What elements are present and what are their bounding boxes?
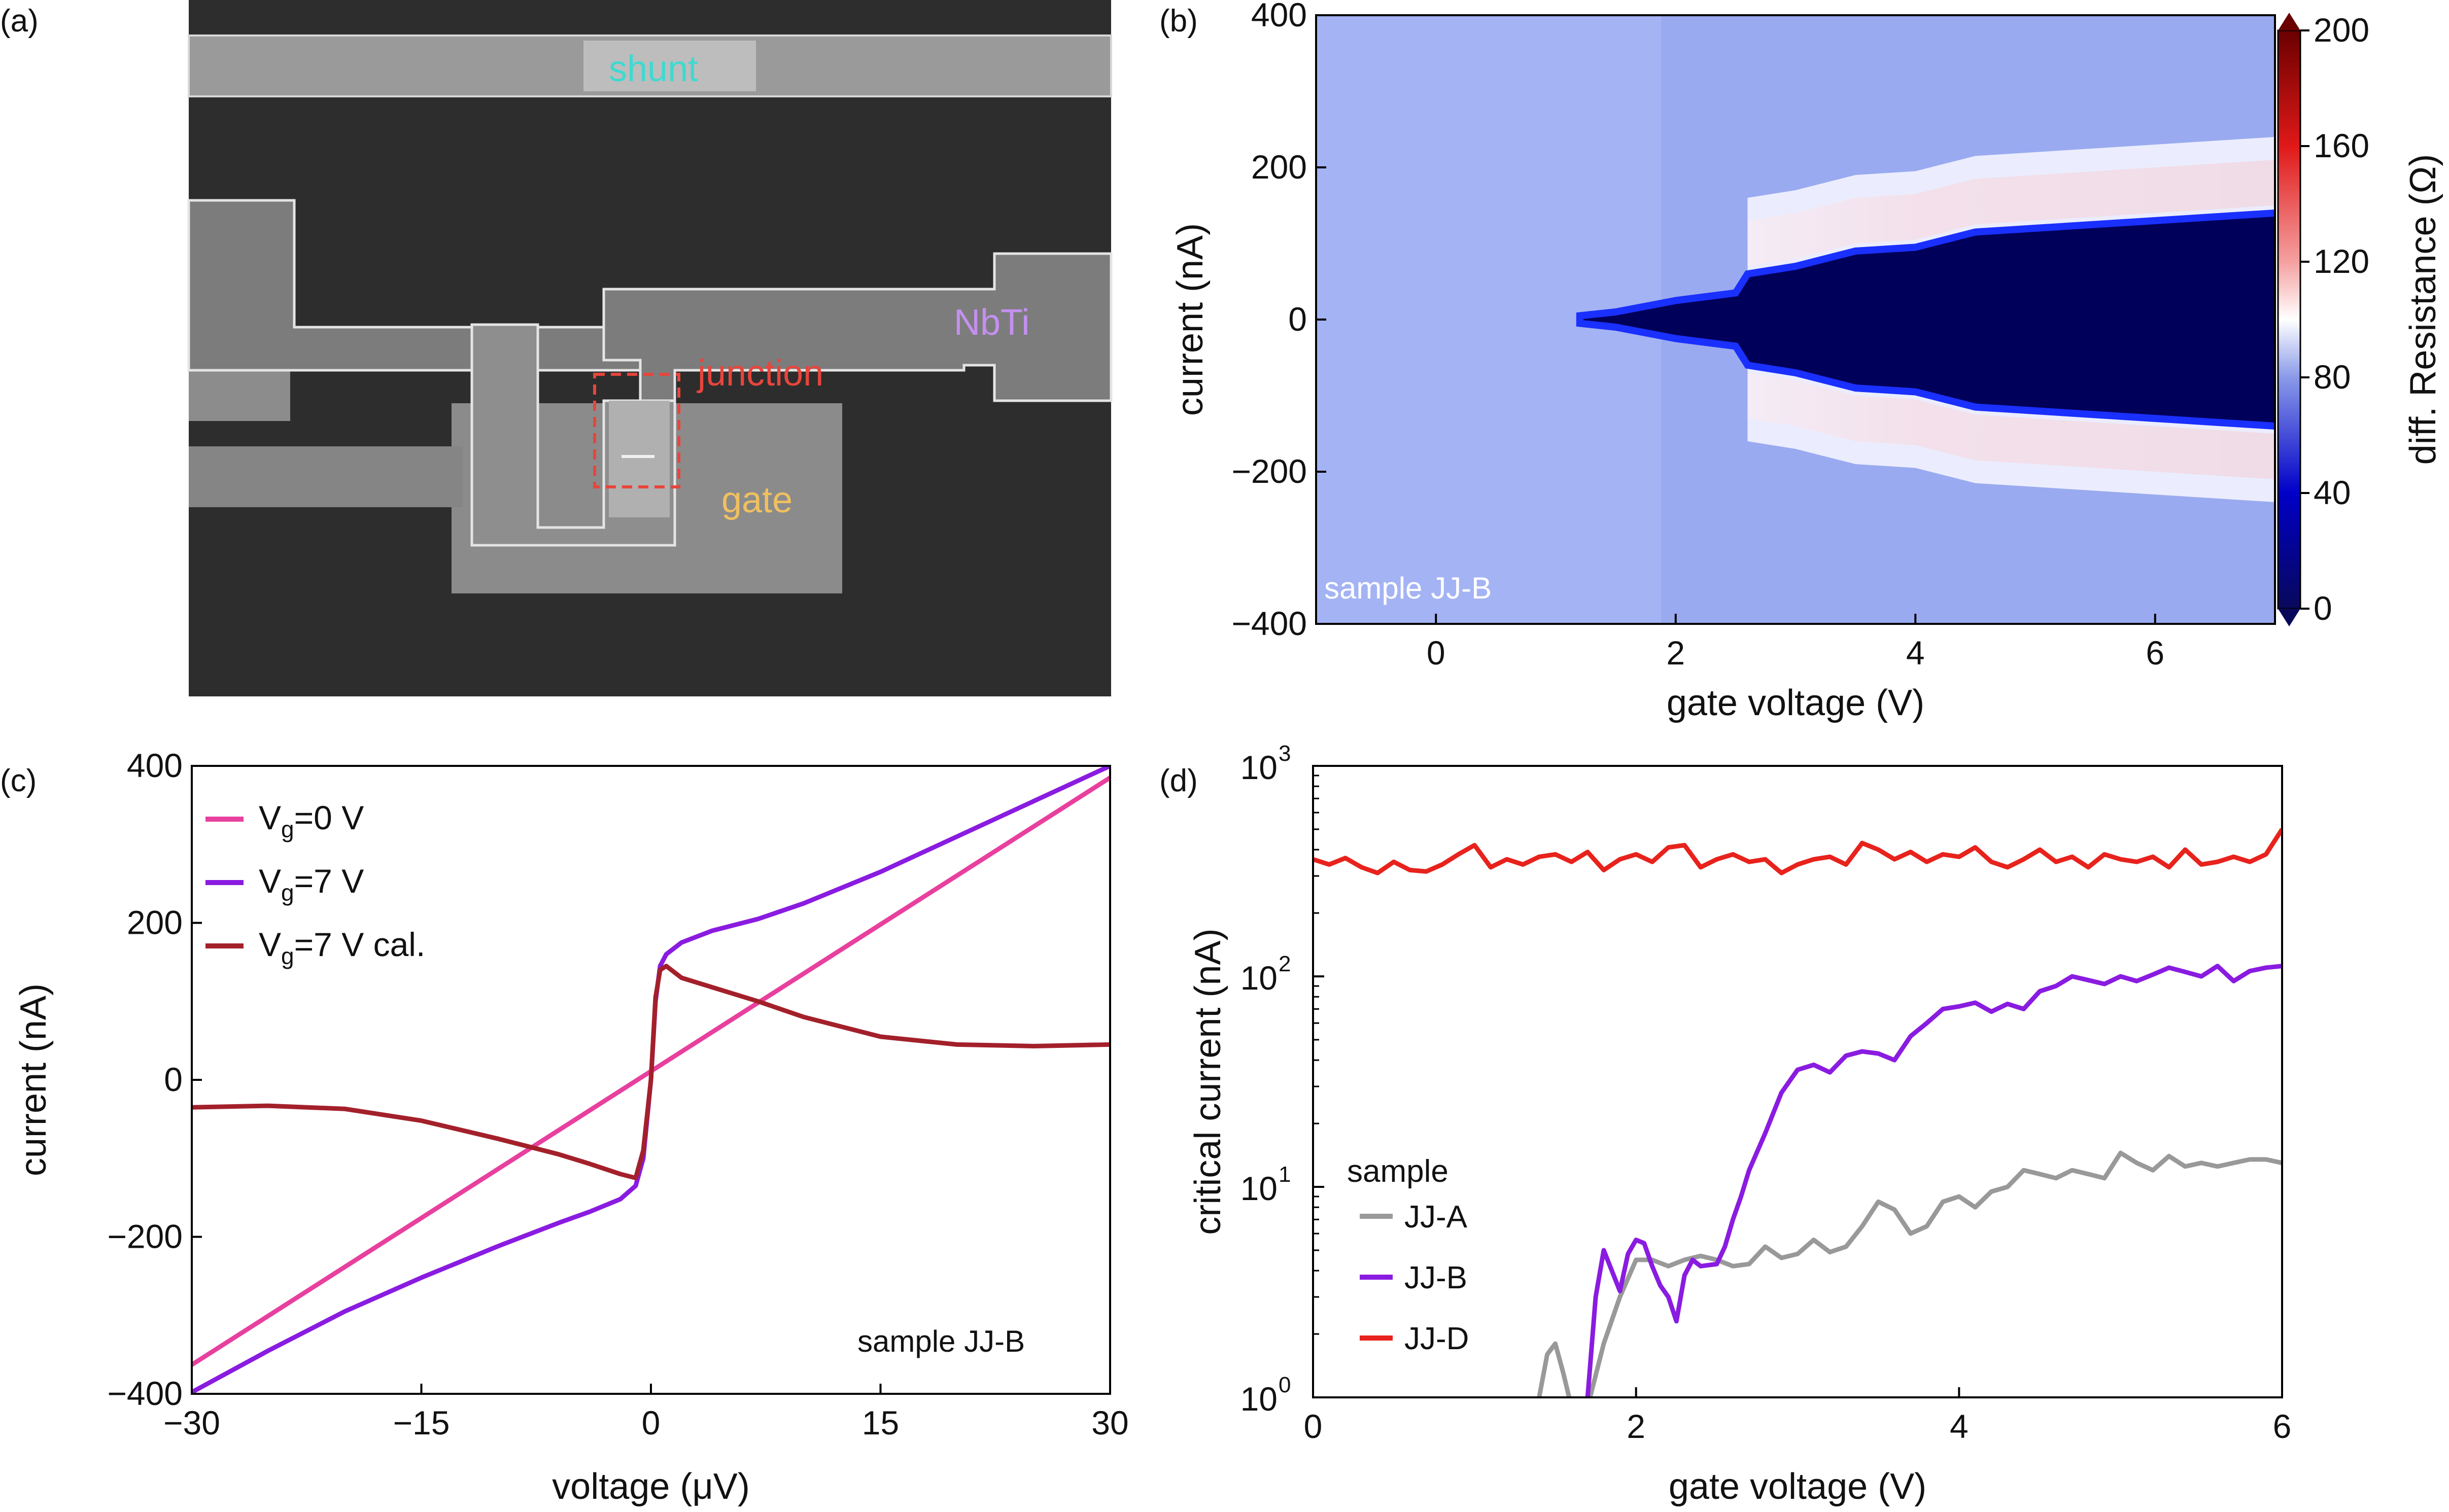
y-tick-label: 200 — [127, 904, 183, 941]
legend-label: JJ-D — [1404, 1321, 1469, 1356]
x-tick-label: 0 — [642, 1404, 661, 1441]
y-tick-exponent: 1 — [1279, 1162, 1291, 1187]
colorbar-label: diff. Resistance (Ω) — [2403, 154, 2443, 465]
panel-c-axes: −30 −15 0 15 30 400 200 0 −200 −400 voltage (μV) cu… — [13, 747, 1129, 1507]
panel-d-tag: (d) — [1159, 763, 1198, 798]
panel-b-axes: 0 2 4 6 400 200 0 −200 −400 gate voltage (V) curre… — [1170, 0, 2164, 723]
gate-line — [189, 446, 463, 507]
y-axis-label: current (nA) — [13, 983, 54, 1176]
y-tick-label: −400 — [1231, 605, 1307, 642]
colorbar-tick-label: 40 — [2314, 474, 2351, 511]
nbti-label: NbTi — [954, 302, 1029, 343]
heatmap-superconducting-region — [1579, 213, 2275, 426]
panel-c-legend: Vg=0 V Vg=7 V Vg=7 V cal. — [205, 799, 425, 969]
x-tick-label: 2 — [1627, 1408, 1645, 1445]
series-line-jj-b — [1585, 964, 2282, 1397]
series-line-jj-d — [1313, 828, 2282, 875]
panel-c-annotation: sample JJ-B — [857, 1324, 1025, 1358]
y-tick-label: 0 — [164, 1061, 183, 1098]
legend-label: Vg=0 V — [259, 799, 364, 842]
panel-b-annotation: sample JJ-B — [1324, 571, 1492, 605]
junction-box — [593, 373, 680, 488]
x-tick-label: 6 — [2273, 1408, 2292, 1445]
junction-channel — [609, 401, 670, 517]
panel-b-tag: (b) — [1159, 4, 1198, 39]
panel-d-legend-title: sample — [1347, 1154, 1448, 1189]
x-tick-label: 0 — [1304, 1408, 1323, 1445]
panel-d-frame — [1312, 765, 2283, 1398]
panel-a-tag: (a) — [0, 4, 39, 39]
x-tick-label: 30 — [1091, 1404, 1128, 1441]
colorbar-tick-label: 0 — [2314, 589, 2332, 627]
y-tick-label: 200 — [1251, 148, 1307, 186]
panel-d-plot-area — [1313, 828, 2282, 1397]
colorbar-arrow-bottom — [2278, 609, 2300, 626]
shunt-bridge — [583, 41, 756, 91]
colorbar-tick-label: 80 — [2314, 358, 2351, 396]
panel-c: (c) −30 −15 0 15 30 400 200 0 −200 −400 voltage (μ… — [0, 747, 1129, 1507]
panel-c-plot-area — [192, 766, 1110, 1394]
y-tick-exponent: 2 — [1279, 952, 1291, 976]
legend-label: Vg=7 V cal. — [259, 926, 425, 969]
y-axis-label: current (nA) — [1170, 223, 1211, 416]
colorbar — [2277, 29, 2301, 610]
series-line-jj-a — [1537, 1150, 2282, 1397]
junction-label: junction — [697, 353, 823, 394]
y-tick-label: 400 — [127, 747, 183, 784]
colorbar-tick-label: 200 — [2314, 11, 2369, 49]
x-axis-label: gate voltage (V) — [1667, 683, 1924, 723]
x-tick-label: −30 — [163, 1404, 220, 1441]
x-tick-label: 15 — [862, 1404, 899, 1441]
x-tick-label: 6 — [2146, 634, 2164, 672]
y-tick-label: 0 — [1288, 300, 1307, 338]
y-tick-label: −400 — [107, 1375, 183, 1412]
x-axis-label: gate voltage (V) — [1669, 1466, 1926, 1507]
colorbar-tick-label: 120 — [2314, 242, 2369, 280]
panel-c-tag: (c) — [0, 763, 37, 798]
legend-label: JJ-A — [1404, 1200, 1468, 1235]
y-tick-label: 400 — [1251, 0, 1307, 33]
colorbar-arrow-top — [2278, 13, 2300, 30]
y-tick-exponent: 0 — [1279, 1373, 1291, 1397]
series-line-v-g-7-v-cal- — [192, 964, 1110, 1180]
panel-a: (a) shunt N — [0, 0, 1113, 696]
y-tick-label: 10 — [1240, 749, 1278, 786]
y-axis-label: critical current (nA) — [1188, 928, 1228, 1235]
x-axis-label: voltage (μV) — [552, 1466, 750, 1507]
y-tick-label: −200 — [1231, 452, 1307, 490]
x-tick-label: 4 — [1906, 634, 1925, 672]
y-tick-label: 10 — [1240, 1170, 1278, 1207]
x-tick-label: −15 — [393, 1404, 450, 1441]
y-tick-label: −200 — [107, 1218, 183, 1255]
colorbar-ticks: 0 40 80 120 160 200 — [2300, 11, 2369, 627]
x-tick-label: 2 — [1666, 634, 1685, 672]
panel-d-legend: JJ-A JJ-B JJ-D — [1360, 1200, 1469, 1356]
y-tick-exponent: 3 — [1279, 741, 1291, 766]
y-tick-label: 10 — [1240, 1380, 1278, 1418]
colorbar-tick-label: 160 — [2314, 127, 2369, 164]
x-tick-label: 0 — [1427, 634, 1445, 672]
legend-label: JJ-B — [1404, 1260, 1467, 1295]
shunt-label: shunt — [609, 49, 698, 89]
gate-label: gate — [721, 480, 792, 520]
x-tick-label: 4 — [1950, 1408, 1969, 1445]
y-tick-label: 10 — [1240, 959, 1278, 997]
legend-label: Vg=7 V — [259, 862, 364, 906]
